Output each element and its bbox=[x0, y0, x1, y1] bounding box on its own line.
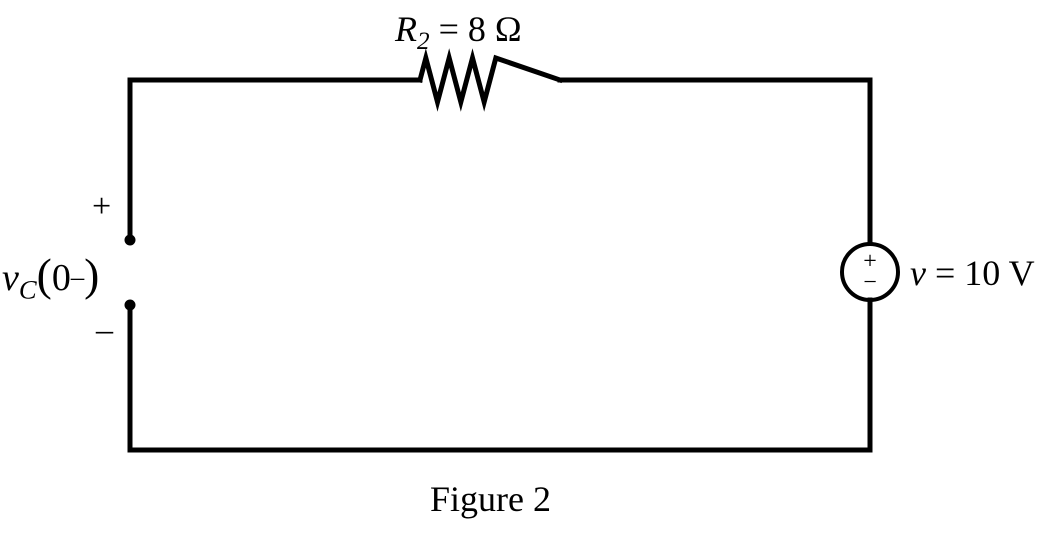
capacitor-voltage-label: vC(0_) bbox=[2, 248, 99, 306]
open-terminal-plus: + bbox=[92, 188, 111, 226]
circuit-diagram-container: +− R2 = 8 Ω v = 10 V + _ vC(0_) Figure 2 bbox=[0, 0, 1046, 535]
resistor-label: R2 = 8 Ω bbox=[395, 8, 522, 56]
figure-caption: Figure 2 bbox=[430, 478, 551, 520]
circuit-svg: +− bbox=[0, 0, 1046, 535]
voltage-source-label: v = 10 V bbox=[910, 252, 1035, 294]
svg-text:−: − bbox=[863, 269, 877, 295]
open-terminal-minus: _ bbox=[96, 300, 113, 338]
